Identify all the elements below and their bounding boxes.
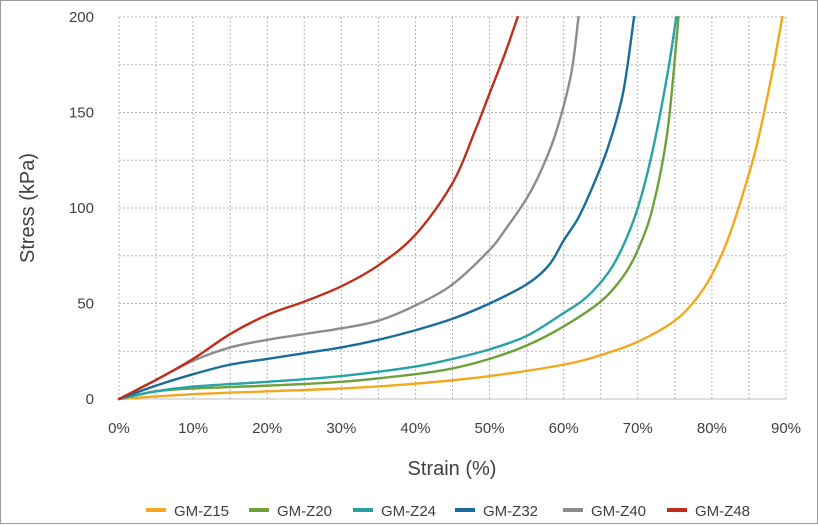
x-tick-label: 30%: [326, 420, 356, 437]
legend-item: GM-Z48: [667, 503, 750, 520]
x-tick-label: 80%: [697, 420, 727, 437]
series-line-gm-z48: [117, 15, 519, 401]
series-line-gm-z24: [117, 15, 678, 401]
legend-label: GM-Z24: [381, 503, 436, 520]
y-tick-label: 100: [69, 200, 94, 217]
legend-item: GM-Z15: [146, 503, 229, 520]
x-tick-label: 70%: [623, 420, 653, 437]
y-tick-label: 200: [69, 9, 94, 26]
x-axis-title: Strain (%): [408, 458, 497, 480]
legend-label: GM-Z20: [277, 503, 332, 520]
legend-item: GM-Z32: [455, 503, 538, 520]
x-tick-label: 90%: [771, 420, 801, 437]
x-tick-label: 0%: [108, 420, 130, 437]
y-tick-label: 50: [77, 296, 94, 313]
y-axis-title: Stress (kPa): [17, 153, 39, 263]
y-tick-label: 0: [86, 391, 94, 408]
series-line-gm-z20: [117, 15, 680, 401]
legend: GM-Z15 GM-Z20 GM-Z24 GM-Z32 GM-Z40 GM-Z48: [146, 503, 750, 520]
grid: [118, 16, 787, 400]
legend-item: GM-Z24: [353, 503, 436, 520]
legend-label: GM-Z32: [483, 503, 538, 520]
x-tick-label: 10%: [178, 420, 208, 437]
legend-label: GM-Z40: [591, 503, 646, 520]
legend-label: GM-Z15: [174, 503, 229, 520]
x-tick-label: 40%: [400, 420, 430, 437]
y-axis-ticks: 0 50 100 150 200: [69, 9, 94, 408]
series-lines: [117, 15, 784, 401]
x-tick-label: 50%: [475, 420, 505, 437]
series-line-gm-z40: [117, 15, 580, 401]
legend-label: GM-Z48: [695, 503, 750, 520]
x-tick-label: 20%: [252, 420, 282, 437]
x-tick-label: 60%: [549, 420, 579, 437]
legend-item: GM-Z40: [563, 503, 646, 520]
x-axis-ticks: 0% 10% 20% 30% 40% 50% 60% 70% 80% 90%: [108, 420, 801, 437]
y-tick-label: 150: [69, 105, 94, 122]
series-line-gm-z32: [117, 15, 636, 401]
legend-item: GM-Z20: [249, 503, 332, 520]
series-line-gm-z15: [117, 15, 784, 401]
